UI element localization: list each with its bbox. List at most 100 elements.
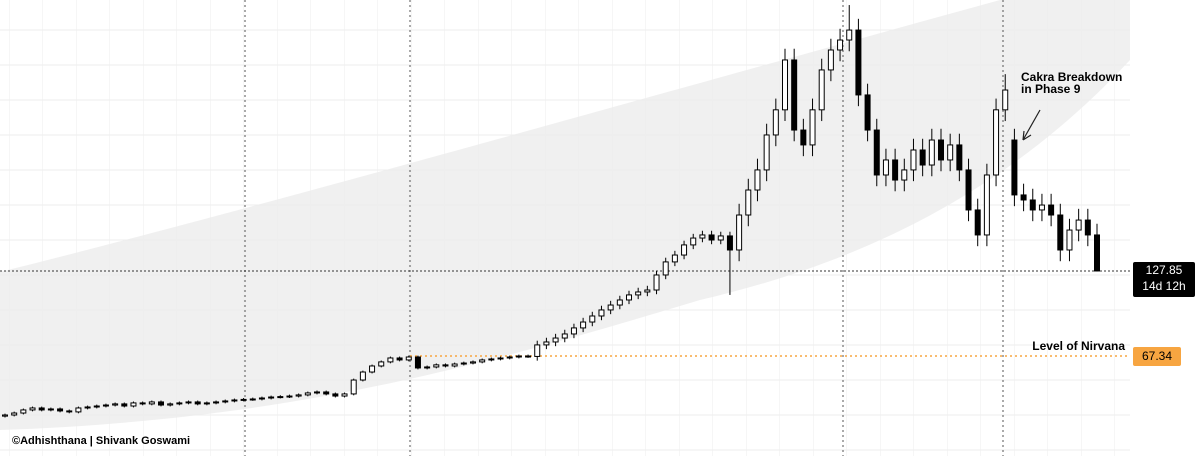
candle-body bbox=[442, 364, 449, 367]
candle-body bbox=[350, 379, 357, 395]
candle-body bbox=[11, 412, 18, 416]
candle-body bbox=[20, 409, 27, 414]
candle-body bbox=[396, 357, 403, 361]
candle-body bbox=[470, 361, 476, 364]
candle-body bbox=[424, 366, 431, 369]
watermark: ©Adhishthana | Shivank Goswami bbox=[12, 435, 190, 447]
candle-body bbox=[864, 94, 871, 131]
candle-body bbox=[543, 341, 550, 346]
candle-body bbox=[671, 254, 678, 263]
candle-body bbox=[515, 355, 522, 358]
candle-body bbox=[47, 408, 54, 411]
candle-body bbox=[167, 403, 174, 406]
candle-body bbox=[451, 363, 458, 367]
candle-body bbox=[837, 39, 844, 51]
candle-body bbox=[323, 391, 330, 395]
price-box bbox=[1133, 262, 1195, 297]
candle-body bbox=[626, 294, 632, 301]
candles bbox=[0, 5, 1130, 418]
candle-body bbox=[121, 403, 128, 407]
candle-body bbox=[38, 407, 45, 411]
candle-body bbox=[956, 144, 963, 171]
candle-body bbox=[268, 396, 275, 399]
candle-body bbox=[341, 393, 348, 397]
candle-body bbox=[662, 261, 669, 276]
annotation-arrow bbox=[1022, 109, 1041, 141]
candle-body bbox=[433, 364, 440, 368]
candle-body bbox=[332, 393, 339, 397]
candle-body bbox=[901, 169, 908, 181]
candle-body bbox=[938, 139, 944, 161]
candle-body bbox=[736, 214, 743, 251]
candle-body bbox=[910, 149, 917, 171]
candle-body bbox=[534, 344, 541, 357]
candle-body bbox=[818, 69, 825, 111]
annotation: in Phase 9 bbox=[1021, 82, 1081, 96]
channel-band bbox=[0, 0, 1130, 430]
last-price-label: 127.85 bbox=[1146, 263, 1183, 277]
candle-body bbox=[66, 410, 73, 413]
candle-body bbox=[561, 333, 568, 339]
candle-body bbox=[873, 129, 880, 176]
candle-body bbox=[112, 403, 119, 406]
level-box bbox=[1133, 347, 1181, 366]
candle-body bbox=[763, 134, 770, 171]
candle-body bbox=[130, 402, 137, 407]
candle-body bbox=[882, 159, 889, 176]
candle-body bbox=[616, 299, 623, 306]
candle-body bbox=[772, 109, 779, 136]
candle-body bbox=[754, 169, 761, 191]
candle-body bbox=[102, 404, 109, 407]
candle-body bbox=[1048, 204, 1055, 216]
candle-body bbox=[314, 391, 320, 394]
candle-body bbox=[1002, 89, 1009, 111]
candle-body bbox=[974, 209, 981, 236]
level-label: Level of Nirvana bbox=[1032, 339, 1125, 353]
last-time-label: 14d 12h bbox=[1142, 279, 1185, 293]
candle-body bbox=[213, 401, 220, 404]
candle-body bbox=[158, 401, 164, 406]
candle-body bbox=[525, 355, 532, 358]
candle-body bbox=[497, 357, 504, 360]
candle-body bbox=[185, 401, 192, 404]
candle-body bbox=[139, 402, 146, 405]
candle-body bbox=[607, 304, 614, 311]
candle-body bbox=[965, 169, 972, 211]
candle-body bbox=[827, 49, 834, 71]
candle-body bbox=[690, 237, 697, 246]
candle-body bbox=[1057, 214, 1064, 251]
level-value: 67.34 bbox=[1142, 349, 1172, 363]
candle-body bbox=[800, 129, 807, 146]
candle-body bbox=[405, 356, 412, 361]
candle-body bbox=[84, 406, 91, 409]
candle-body bbox=[369, 365, 376, 373]
candle-body bbox=[2, 414, 8, 417]
candle-body bbox=[488, 358, 495, 361]
candle-body bbox=[919, 149, 926, 166]
candle-body bbox=[681, 244, 688, 256]
candle-body bbox=[726, 235, 733, 251]
candle-body bbox=[304, 392, 311, 396]
candle-body bbox=[580, 321, 587, 329]
candle-body bbox=[993, 109, 1000, 176]
period-lines bbox=[244, 0, 1004, 456]
candle-body bbox=[506, 356, 513, 359]
candle-body bbox=[892, 159, 899, 181]
candle-body bbox=[809, 109, 816, 146]
candle-body bbox=[1075, 219, 1082, 231]
candle-body bbox=[855, 29, 862, 96]
candle-body bbox=[57, 408, 64, 412]
candle-body bbox=[1029, 199, 1036, 211]
candle-body bbox=[29, 407, 36, 411]
candle-body bbox=[277, 396, 284, 399]
candle-body bbox=[148, 401, 155, 405]
candle-body bbox=[93, 405, 100, 408]
candle-body bbox=[1011, 139, 1018, 196]
candle-body bbox=[928, 139, 935, 166]
candle-body bbox=[387, 357, 394, 363]
candle-body bbox=[570, 327, 577, 335]
candle-body bbox=[1084, 219, 1091, 236]
candle-body bbox=[240, 398, 247, 401]
candle-body bbox=[699, 234, 706, 239]
candle-body bbox=[231, 399, 238, 402]
